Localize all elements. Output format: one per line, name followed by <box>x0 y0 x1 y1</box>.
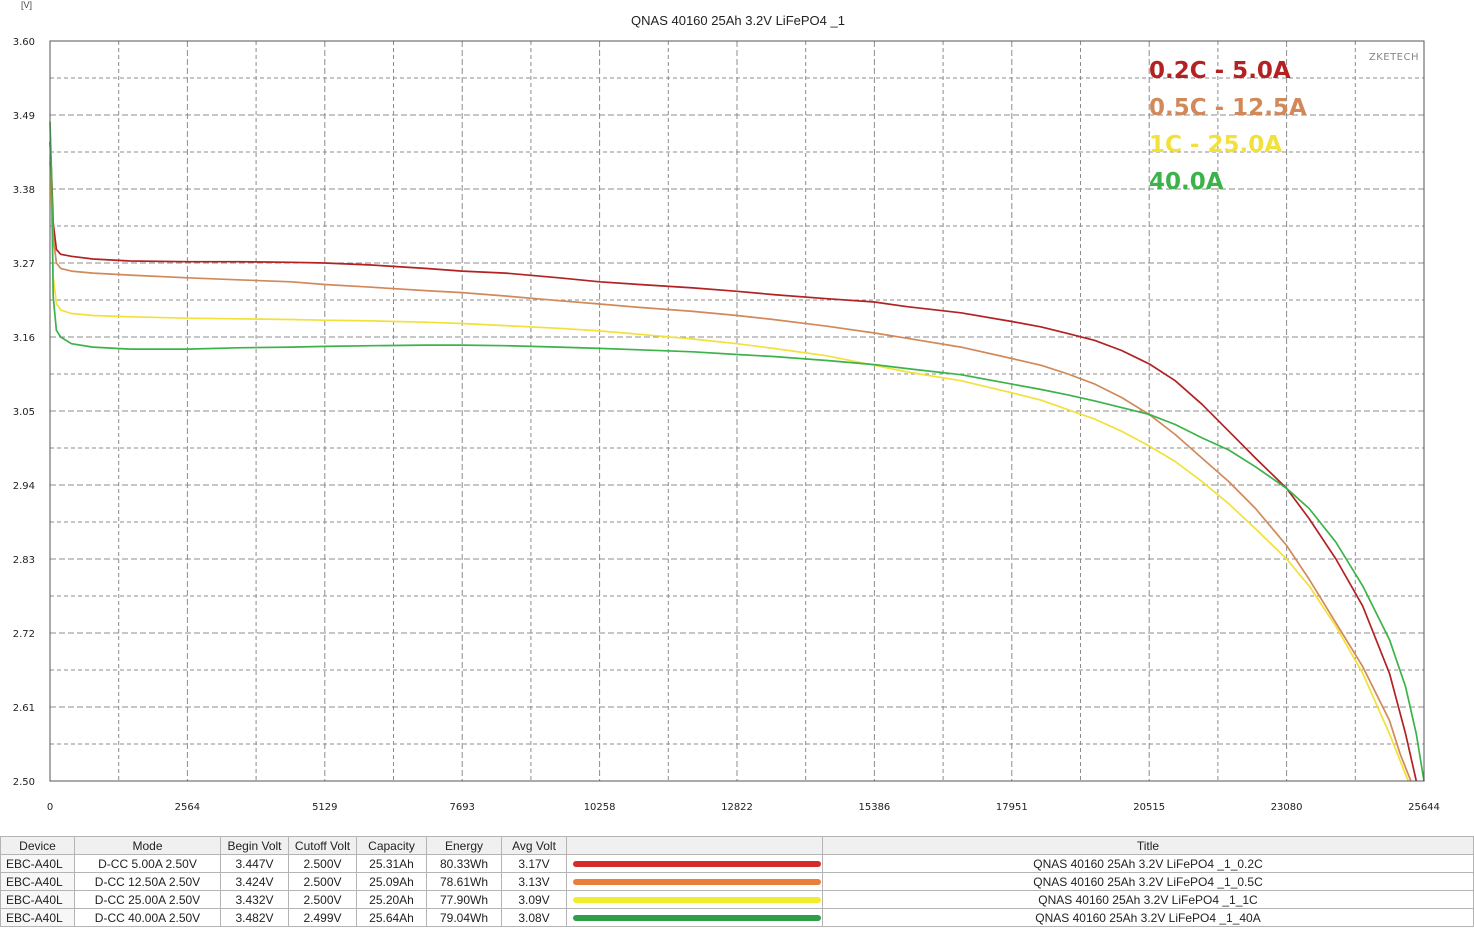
cell-color <box>566 854 823 873</box>
cell-capacity: 25.64Ah <box>356 908 427 927</box>
cell-mode: D-CC 5.00A 2.50V <box>74 854 221 873</box>
header-color[interactable] <box>566 836 823 855</box>
series-lines <box>49 121 1425 782</box>
cell-mode: D-CC 25.00A 2.50V <box>74 890 221 909</box>
y-tick-label: 3.49 <box>13 111 35 122</box>
cell-avg-volt: 3.13V <box>501 872 567 891</box>
table-row[interactable]: EBC-A40L D-CC 12.50A 2.50V 3.424V 2.500V… <box>0 872 1474 891</box>
cell-capacity: 25.20Ah <box>356 890 427 909</box>
y-tick-label: 3.27 <box>13 259 35 270</box>
cell-cutoff-volt: 2.500V <box>288 872 357 891</box>
y-tick-label: 3.16 <box>13 333 35 344</box>
cell-color <box>566 908 823 927</box>
series-line-1 <box>49 141 1418 782</box>
y-unit-label: [V] <box>21 0 32 10</box>
cell-energy: 78.61Wh <box>426 872 502 891</box>
series-annotation: 0.5C - 12.5A <box>1149 95 1307 121</box>
table-row[interactable]: EBC-A40L D-CC 40.00A 2.50V 3.482V 2.499V… <box>0 908 1474 927</box>
y-tick-label: 2.61 <box>13 703 35 714</box>
color-swatch <box>573 914 821 921</box>
cell-capacity: 25.09Ah <box>356 872 427 891</box>
y-tick-label: 2.83 <box>13 555 35 566</box>
cell-energy: 79.04Wh <box>426 908 502 927</box>
cell-device: EBC-A40L <box>0 890 75 909</box>
plot-border <box>49 40 1425 782</box>
cell-begin-volt: 3.432V <box>220 890 289 909</box>
legend-table: Device Mode Begin Volt Cutoff Volt Capac… <box>0 836 1474 927</box>
series-annotations: 0.2C - 5.0A 0.5C - 12.5A 1C - 25.0A 40.0A <box>1149 58 1307 195</box>
series-line-3 <box>49 155 1409 782</box>
x-axis-ticks: 0 2564 5129 7693 10258 12822 15386 17951 20515 23… <box>47 802 1440 813</box>
y-tick-label: 2.72 <box>13 629 35 640</box>
series-line-4 <box>49 121 1425 782</box>
cell-avg-volt: 3.08V <box>501 908 567 927</box>
cell-mode: D-CC 40.00A 2.50V <box>74 908 221 927</box>
cell-energy: 80.33Wh <box>426 854 502 873</box>
cell-device: EBC-A40L <box>0 872 75 891</box>
cell-device: EBC-A40L <box>0 908 75 927</box>
header-energy[interactable]: Energy <box>426 836 502 855</box>
cell-cutoff-volt: 2.500V <box>288 890 357 909</box>
header-device[interactable]: Device <box>0 836 75 855</box>
header-title[interactable]: Title <box>822 836 1474 855</box>
cell-begin-volt: 3.424V <box>220 872 289 891</box>
color-swatch <box>573 878 821 885</box>
header-capacity[interactable]: Capacity <box>356 836 427 855</box>
cell-color <box>566 890 823 909</box>
x-tick-label: 12822 <box>721 802 753 813</box>
cell-color <box>566 872 823 891</box>
x-tick-label: 0 <box>47 802 53 813</box>
x-tick-label: 17951 <box>996 802 1028 813</box>
cell-begin-volt: 3.447V <box>220 854 289 873</box>
cell-title: QNAS 40160 25Ah 3.2V LiFePO4 _1_40A <box>822 908 1474 927</box>
watermark-text: ZKETECH <box>1369 52 1419 63</box>
x-tick-label: 7693 <box>449 802 474 813</box>
y-tick-label: 2.94 <box>13 481 35 492</box>
header-begin-volt[interactable]: Begin Volt <box>220 836 289 855</box>
header-mode[interactable]: Mode <box>74 836 221 855</box>
table-row[interactable]: EBC-A40L D-CC 25.00A 2.50V 3.432V 2.500V… <box>0 890 1474 909</box>
color-swatch <box>573 860 821 867</box>
y-tick-label: 3.38 <box>13 185 35 196</box>
y-tick-label: 3.60 <box>13 37 35 48</box>
x-tick-label: 20515 <box>1133 802 1165 813</box>
series-annotation: 40.0A <box>1149 169 1224 195</box>
y-axis-ticks: 3.60 3.49 3.38 3.27 3.16 3.05 2.94 2.83 2.72 2.61… <box>13 37 35 788</box>
x-tick-label: 23080 <box>1271 802 1303 813</box>
series-line-2 <box>49 162 1412 782</box>
color-swatch <box>573 896 821 903</box>
header-avg-volt[interactable]: Avg Volt <box>501 836 567 855</box>
x-tick-label: 10258 <box>584 802 616 813</box>
discharge-chart: QNAS 40160 25Ah 3.2V LiFePO4 _1 [V] 3.60… <box>13 0 1440 813</box>
cell-energy: 77.90Wh <box>426 890 502 909</box>
cell-device: EBC-A40L <box>0 854 75 873</box>
cell-begin-volt: 3.482V <box>220 908 289 927</box>
table-row[interactable]: EBC-A40L D-CC 5.00A 2.50V 3.447V 2.500V … <box>0 854 1474 873</box>
cell-avg-volt: 3.09V <box>501 890 567 909</box>
series-annotation: 1C - 25.0A <box>1149 132 1282 158</box>
x-tick-label: 15386 <box>858 802 890 813</box>
cell-avg-volt: 3.17V <box>501 854 567 873</box>
cell-mode: D-CC 12.50A 2.50V <box>74 872 221 891</box>
x-tick-label: 2564 <box>175 802 200 813</box>
y-tick-label: 3.05 <box>13 407 35 418</box>
y-tick-label: 2.50 <box>13 777 35 788</box>
legend-header-row: Device Mode Begin Volt Cutoff Volt Capac… <box>0 836 1474 855</box>
chart-area: QNAS 40160 25Ah 3.2V LiFePO4 _1 [V] 3.60… <box>13 0 1440 813</box>
cell-capacity: 25.31Ah <box>356 854 427 873</box>
cell-title: QNAS 40160 25Ah 3.2V LiFePO4 _1_0.5C <box>822 872 1474 891</box>
x-tick-label: 5129 <box>312 802 337 813</box>
cell-cutoff-volt: 2.499V <box>288 908 357 927</box>
chart-title: QNAS 40160 25Ah 3.2V LiFePO4 _1 <box>631 13 845 28</box>
x-tick-label: 25644 <box>1408 802 1440 813</box>
cell-cutoff-volt: 2.500V <box>288 854 357 873</box>
cell-title: QNAS 40160 25Ah 3.2V LiFePO4 _1_0.2C <box>822 854 1474 873</box>
header-cutoff-volt[interactable]: Cutoff Volt <box>288 836 357 855</box>
series-annotation: 0.2C - 5.0A <box>1149 58 1291 84</box>
cell-title: QNAS 40160 25Ah 3.2V LiFePO4 _1_1C <box>822 890 1474 909</box>
